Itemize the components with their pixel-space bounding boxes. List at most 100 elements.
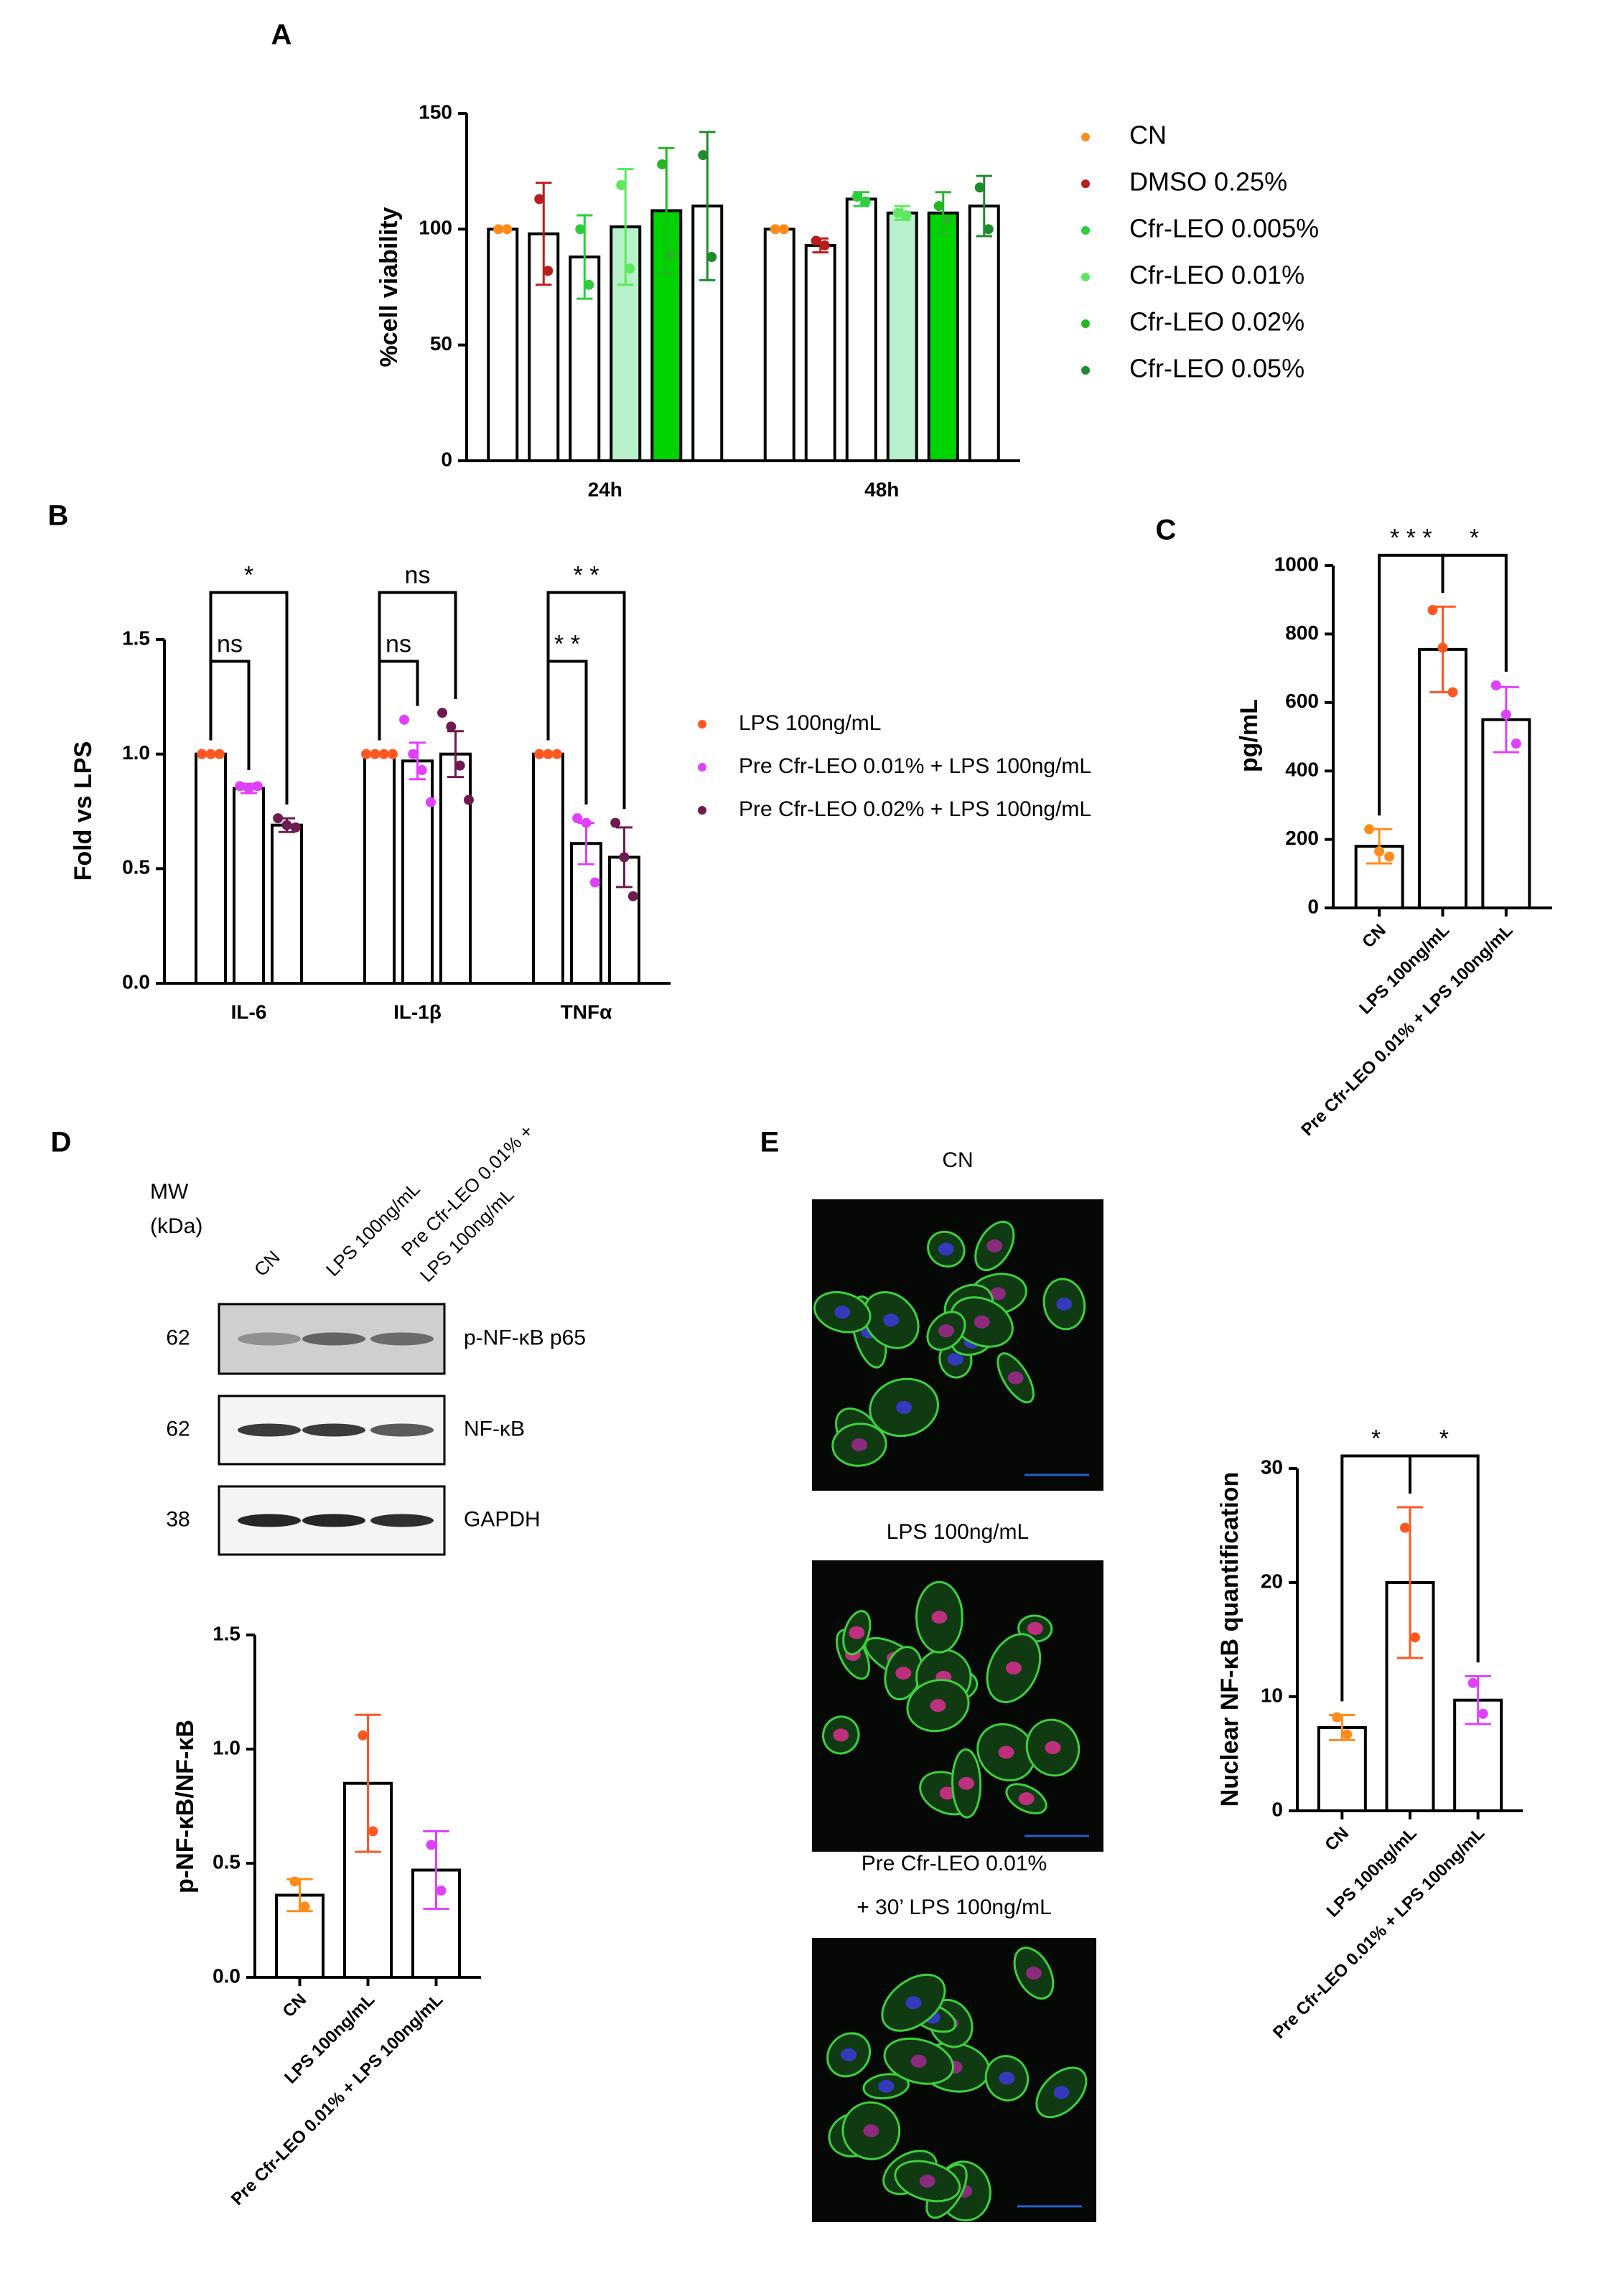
data-point	[1374, 846, 1385, 857]
data-point	[235, 781, 246, 792]
legend-label: Cfr-LEO 0.02%	[1129, 307, 1304, 337]
cell-nucleus	[1005, 1662, 1022, 1675]
significance-label: * *	[554, 630, 580, 657]
significance-bracket	[546, 591, 626, 810]
data-point	[860, 196, 871, 207]
x-tick-label: CN	[279, 1990, 311, 2022]
data-point	[698, 150, 709, 161]
data-point	[1400, 1522, 1410, 1533]
y-axis-label: p-NF-κB/NF-κB	[172, 1720, 199, 1893]
significance-label: * *	[574, 562, 599, 589]
data-point	[425, 797, 436, 807]
cell-nucleus	[1045, 1740, 1061, 1754]
data-point	[892, 207, 903, 218]
bar	[401, 759, 434, 985]
bar	[487, 228, 519, 462]
image-title: CN	[942, 1148, 973, 1172]
y-tick-label: 800	[1285, 622, 1319, 644]
y-tick-label: 50	[430, 332, 452, 355]
mw-header: (kDa)	[150, 1214, 202, 1238]
data-point	[575, 224, 586, 235]
blot-band	[302, 1514, 365, 1527]
panel-label: E	[760, 1127, 780, 1158]
error-bar	[409, 741, 426, 781]
legend-label: CN	[1129, 121, 1167, 150]
data-point	[770, 224, 780, 235]
legend-label: Cfr-LEO 0.05%	[1129, 354, 1304, 383]
legend-marker	[698, 720, 706, 728]
panel-label: A	[271, 19, 292, 51]
data-point	[1437, 642, 1448, 653]
cell-nucleus	[833, 1728, 849, 1742]
y-tick-label: 0	[1307, 895, 1319, 917]
data-point	[1511, 739, 1521, 749]
x-tick-label: 24h	[588, 478, 622, 500]
cell-nucleus	[998, 1746, 1014, 1759]
data-point	[197, 749, 207, 759]
data-point	[1490, 680, 1501, 690]
significance-bracket	[1441, 553, 1508, 672]
bar	[1418, 647, 1467, 909]
blot-band	[370, 1514, 434, 1527]
cell-nucleus	[849, 1626, 865, 1639]
y-tick-label: 600	[1285, 690, 1319, 712]
cell-nucleus	[905, 1996, 922, 2010]
legend-label: Cfr-LEO 0.005%	[1129, 214, 1319, 243]
cell-nucleus	[986, 1239, 1003, 1252]
y-axis-label: %cell viability	[375, 207, 403, 367]
data-point	[399, 714, 410, 725]
data-point	[370, 749, 381, 759]
data-point	[811, 235, 821, 246]
image-title: + 30’ LPS 100ng/mL	[856, 1896, 1052, 1919]
data-point	[463, 795, 474, 805]
data-point	[581, 817, 592, 828]
bar-chart: 0 50 100 150 %cell viability 24h 48h CN DMSO 0.2…	[375, 100, 1319, 500]
x-tick-label: 48h	[864, 478, 899, 500]
data-point	[1410, 1632, 1420, 1643]
significance-label: *	[1439, 1425, 1449, 1452]
y-axis-label: Nuclear NF-κB quantification	[1216, 1472, 1243, 1807]
data-point	[361, 749, 372, 759]
data-point	[625, 263, 635, 274]
legend-marker	[698, 806, 706, 815]
data-point	[214, 749, 225, 759]
data-point	[408, 749, 419, 759]
y-tick-label: 0.5	[213, 1850, 241, 1873]
data-point	[1364, 824, 1375, 835]
bar	[275, 1893, 325, 1979]
blot-band	[302, 1332, 365, 1346]
data-point	[819, 240, 830, 250]
cell-nucleus	[990, 1287, 1007, 1301]
bar	[195, 752, 227, 985]
y-tick-label: 30	[1261, 1456, 1283, 1478]
legend-marker	[698, 763, 706, 772]
significance-label: *	[244, 562, 253, 589]
cell-nucleus	[834, 1306, 851, 1319]
data-point	[1500, 709, 1511, 720]
data-point	[1342, 1729, 1353, 1740]
data-point	[205, 749, 216, 759]
error-bar	[935, 191, 951, 235]
y-tick-label: 1.5	[213, 1622, 241, 1644]
cell-nucleus	[1007, 1371, 1024, 1384]
data-point	[851, 192, 862, 202]
data-point	[1384, 851, 1395, 862]
x-tick-label: CN	[1321, 1824, 1353, 1855]
blot-band	[302, 1423, 365, 1437]
cell-nucleus	[999, 2071, 1015, 2085]
bar	[886, 211, 918, 462]
data-point	[437, 708, 448, 718]
error-bar	[1396, 1506, 1424, 1659]
significance-label: ns	[386, 630, 411, 657]
bar	[968, 205, 1000, 462]
bar	[804, 243, 836, 462]
data-point	[572, 813, 583, 824]
blot-label: NF-κB	[464, 1417, 525, 1440]
cell-nucleus	[910, 2054, 927, 2068]
cell-nucleus	[1018, 1792, 1035, 1806]
data-point	[778, 224, 789, 235]
legend-marker	[1081, 226, 1090, 235]
